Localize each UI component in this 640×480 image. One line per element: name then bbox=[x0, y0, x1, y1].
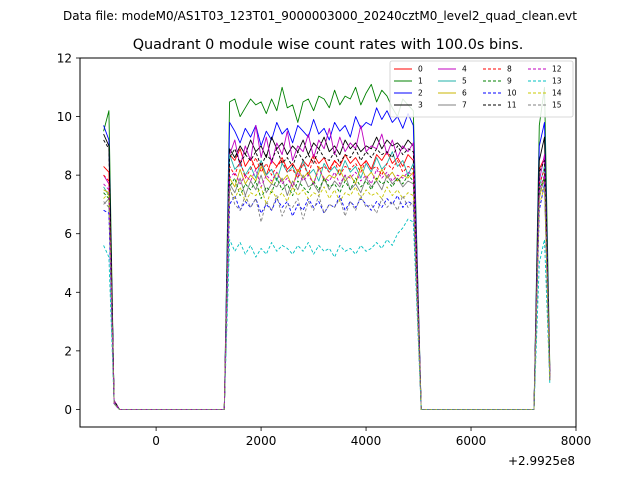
legend-label-9: 9 bbox=[507, 77, 512, 86]
series-line-8 bbox=[103, 157, 551, 410]
series-line-5 bbox=[103, 151, 551, 410]
series-line-3 bbox=[103, 133, 551, 410]
y-tick-label: 8 bbox=[64, 169, 72, 183]
series-line-2 bbox=[103, 107, 551, 410]
legend-label-13: 13 bbox=[552, 77, 562, 86]
legend-label-1: 1 bbox=[418, 77, 423, 86]
legend-label-6: 6 bbox=[462, 89, 467, 98]
series-layer bbox=[103, 83, 551, 410]
x-tick-label: 2000 bbox=[246, 434, 277, 448]
legend-label-8: 8 bbox=[507, 65, 512, 74]
y-tick-label: 12 bbox=[57, 52, 72, 66]
series-line-13 bbox=[103, 218, 551, 410]
x-tick-label: 0 bbox=[152, 434, 160, 448]
legend-box bbox=[389, 60, 574, 118]
axes-frame bbox=[79, 57, 577, 428]
series-line-14 bbox=[103, 186, 551, 410]
legend-label-15: 15 bbox=[552, 101, 562, 110]
y-tick-label: 0 bbox=[64, 403, 72, 417]
series-line-10 bbox=[103, 183, 551, 410]
y-tick-label: 10 bbox=[57, 110, 72, 124]
y-axis-ticks: 0 2 4 6 8 10 12 bbox=[57, 52, 80, 417]
x-tick-label: 8000 bbox=[561, 434, 592, 448]
series-line-4 bbox=[103, 124, 551, 410]
legend-label-10: 10 bbox=[507, 89, 517, 98]
x-tick-label: 6000 bbox=[456, 434, 487, 448]
legend-label-0: 0 bbox=[418, 65, 423, 74]
series-line-7 bbox=[103, 174, 551, 410]
x-axis-ticks: 0 2000 4000 6000 8000 bbox=[152, 427, 591, 448]
y-tick-label: 2 bbox=[64, 344, 72, 358]
chart-title: Quadrant 0 module wise count rates with … bbox=[133, 37, 524, 53]
x-tick-label: 4000 bbox=[351, 434, 382, 448]
x-axis-offset-label: +2.9925e8 bbox=[508, 454, 575, 468]
legend-label-12: 12 bbox=[552, 65, 562, 74]
series-line-6 bbox=[103, 165, 551, 410]
chart-suptitle: Data file: modeM0/AS1T03_123T01_90000030… bbox=[63, 9, 577, 23]
series-line-11 bbox=[103, 139, 551, 410]
series-line-9 bbox=[103, 174, 551, 410]
legend-label-7: 7 bbox=[462, 101, 467, 110]
legend-label-5: 5 bbox=[462, 77, 467, 86]
legend-label-14: 14 bbox=[552, 89, 562, 98]
legend-label-4: 4 bbox=[462, 65, 467, 74]
y-tick-label: 4 bbox=[64, 286, 72, 300]
legend-label-3: 3 bbox=[418, 101, 423, 110]
series-line-12 bbox=[103, 168, 551, 410]
legend-label-11: 11 bbox=[507, 101, 517, 110]
legend-label-2: 2 bbox=[418, 89, 423, 98]
y-tick-label: 6 bbox=[64, 227, 72, 241]
series-line-15 bbox=[103, 186, 551, 410]
series-line-0 bbox=[103, 148, 551, 410]
